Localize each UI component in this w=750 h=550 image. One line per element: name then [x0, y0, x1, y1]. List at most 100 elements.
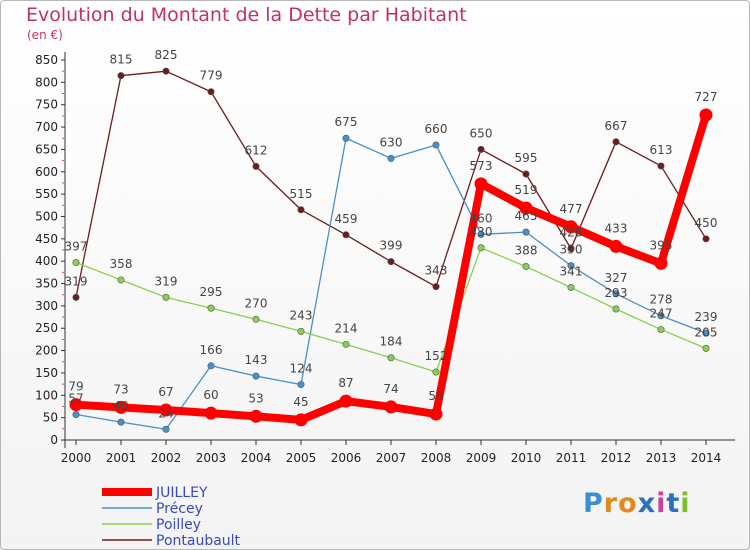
data-point	[477, 244, 485, 252]
data-label: 433	[605, 221, 628, 235]
data-point	[117, 418, 125, 426]
data-point	[432, 283, 440, 291]
data-point	[342, 134, 350, 142]
y-tick-label: 800	[35, 75, 58, 89]
data-point	[387, 354, 395, 362]
data-point	[252, 372, 260, 380]
data-point	[654, 256, 668, 270]
x-tick-label: 2001	[106, 451, 137, 465]
y-tick-label: 150	[35, 366, 58, 380]
data-point	[567, 262, 575, 270]
data-label: 358	[110, 257, 133, 271]
data-point	[339, 394, 353, 408]
data-label: 319	[155, 274, 178, 288]
data-label: 343	[425, 264, 448, 278]
x-tick-label: 2014	[691, 451, 722, 465]
y-tick-label: 350	[35, 277, 58, 291]
legend-label: JUILLEY	[155, 485, 208, 501]
legend-item: Pontaubault	[102, 533, 241, 549]
y-tick-label: 300	[35, 299, 58, 313]
data-point	[297, 206, 305, 214]
data-point	[429, 407, 443, 421]
data-point	[432, 368, 440, 376]
data-point	[474, 177, 488, 191]
legend-label: Précey	[156, 501, 203, 517]
x-tick-label: 2008	[421, 451, 452, 465]
data-label: 73	[113, 382, 128, 396]
data-label: 515	[290, 187, 313, 201]
x-tick-label: 2011	[556, 451, 587, 465]
data-point	[162, 293, 170, 301]
y-tick-label: 100	[35, 388, 58, 402]
series-juilley	[69, 108, 713, 427]
data-label: 450	[695, 216, 718, 230]
data-point	[567, 284, 575, 292]
x-tick-label: 2012	[601, 451, 632, 465]
data-point	[519, 201, 533, 215]
data-label: 395	[650, 238, 673, 252]
series-poilley	[72, 244, 710, 376]
proxiti-logo: Proxiti	[583, 488, 691, 519]
data-label: 675	[335, 115, 358, 129]
series-line	[75, 247, 707, 373]
data-label: 825	[155, 48, 178, 62]
data-point	[477, 230, 485, 238]
data-point	[384, 400, 398, 414]
data-point	[72, 259, 80, 267]
data-label: 87	[338, 376, 353, 390]
data-label: 58	[428, 389, 443, 403]
y-tick-label: 0	[50, 433, 58, 447]
x-tick-label: 2000	[61, 451, 92, 465]
y-tick-label: 250	[35, 321, 58, 335]
logo-letter: r	[603, 488, 619, 519]
data-label: 243	[290, 308, 313, 322]
data-point	[162, 67, 170, 75]
data-label: 327	[605, 271, 628, 285]
x-tick-label: 2005	[286, 451, 317, 465]
data-label: 388	[515, 244, 538, 258]
x-tick-label: 2004	[241, 451, 272, 465]
x-tick-label: 2006	[331, 451, 362, 465]
logo-letter: i	[656, 488, 667, 519]
logo-letter: i	[680, 488, 691, 519]
data-label: 53	[248, 391, 263, 405]
data-label: 239	[695, 310, 718, 324]
data-point	[612, 305, 620, 313]
data-point	[564, 220, 578, 234]
logo-letter: o	[618, 488, 638, 519]
y-tick-label: 650	[35, 142, 58, 156]
data-point	[72, 293, 80, 301]
data-point	[159, 403, 173, 417]
data-point	[207, 362, 215, 370]
data-label: 67	[158, 385, 173, 399]
data-label: 341	[560, 265, 583, 279]
y-tick-label: 450	[35, 232, 58, 246]
data-point	[204, 406, 218, 420]
data-label: 477	[560, 202, 583, 216]
data-label: 152	[425, 349, 448, 363]
data-label: 650	[470, 126, 493, 140]
series-pontaubault	[72, 67, 710, 301]
y-tick-label: 550	[35, 187, 58, 201]
data-label: 519	[515, 183, 538, 197]
legend-label: Poilley	[156, 517, 201, 533]
data-label: 74	[383, 382, 398, 396]
logo-letter: t	[666, 488, 681, 519]
data-point	[117, 276, 125, 284]
data-label: 460	[470, 211, 493, 225]
data-point	[567, 245, 575, 253]
data-point	[702, 344, 710, 352]
logo-letter: P	[583, 488, 604, 519]
data-label: 295	[200, 285, 223, 299]
data-label: 57	[68, 392, 83, 406]
data-label: 779	[200, 69, 223, 83]
data-point	[294, 413, 308, 427]
data-point	[612, 290, 620, 298]
x-tick-label: 2010	[511, 451, 542, 465]
data-label: 667	[605, 119, 628, 133]
y-tick-label: 400	[35, 254, 58, 268]
data-label: 613	[650, 143, 673, 157]
